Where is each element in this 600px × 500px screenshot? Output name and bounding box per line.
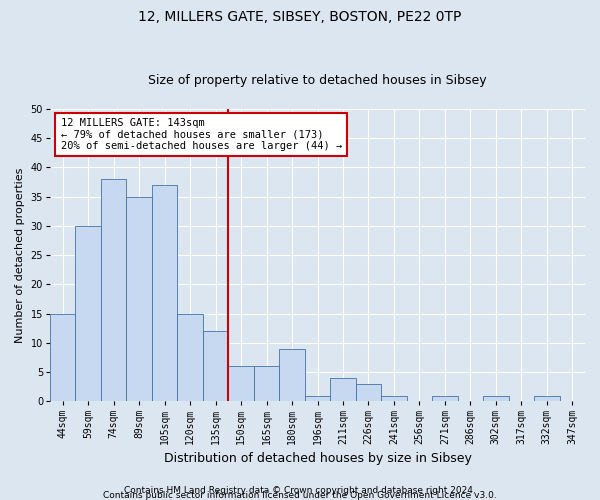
Y-axis label: Number of detached properties: Number of detached properties: [15, 168, 25, 343]
Bar: [483, 396, 509, 402]
Bar: [330, 378, 356, 402]
Bar: [127, 196, 152, 402]
Bar: [381, 396, 407, 402]
Bar: [178, 314, 203, 402]
Bar: [229, 366, 254, 402]
Text: Contains HM Land Registry data © Crown copyright and database right 2024.: Contains HM Land Registry data © Crown c…: [124, 486, 476, 495]
Text: 12 MILLERS GATE: 143sqm
← 79% of detached houses are smaller (173)
20% of semi-d: 12 MILLERS GATE: 143sqm ← 79% of detache…: [61, 118, 342, 151]
Bar: [254, 366, 279, 402]
Title: Size of property relative to detached houses in Sibsey: Size of property relative to detached ho…: [148, 74, 487, 87]
Bar: [76, 226, 101, 402]
Text: 12, MILLERS GATE, SIBSEY, BOSTON, PE22 0TP: 12, MILLERS GATE, SIBSEY, BOSTON, PE22 0…: [139, 10, 461, 24]
Bar: [279, 349, 305, 402]
Bar: [50, 314, 76, 402]
Bar: [203, 332, 229, 402]
Bar: [356, 384, 381, 402]
Bar: [432, 396, 458, 402]
Bar: [101, 179, 127, 402]
Bar: [152, 185, 178, 402]
X-axis label: Distribution of detached houses by size in Sibsey: Distribution of detached houses by size …: [164, 452, 472, 465]
Bar: [305, 396, 330, 402]
Bar: [534, 396, 560, 402]
Text: Contains public sector information licensed under the Open Government Licence v3: Contains public sector information licen…: [103, 491, 497, 500]
